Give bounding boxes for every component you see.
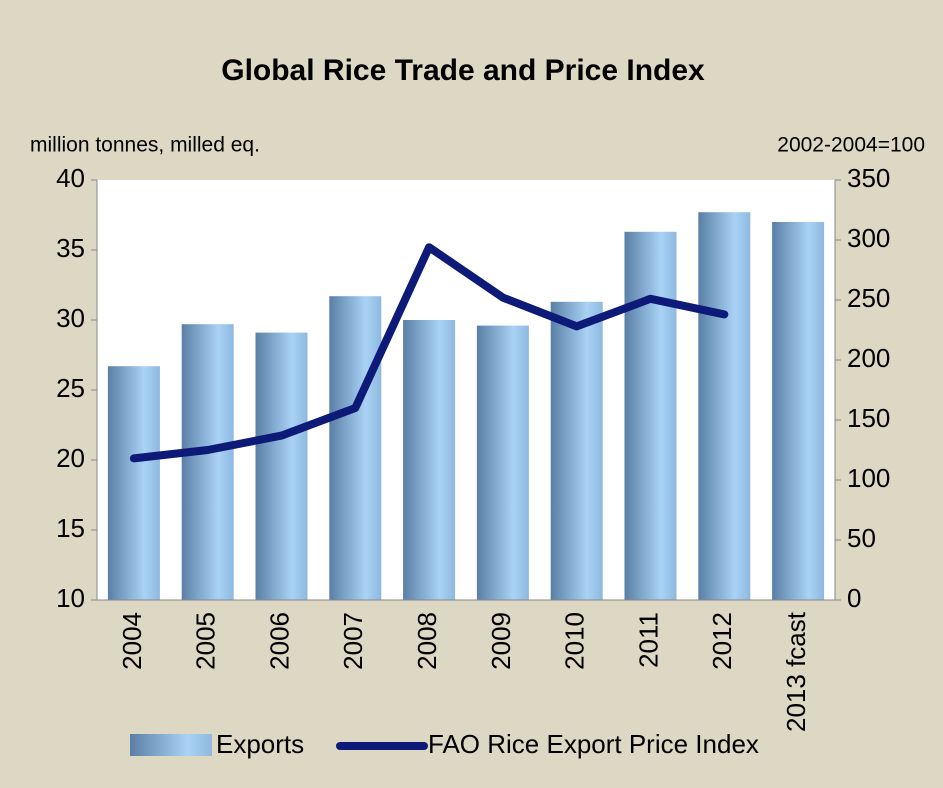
bar	[255, 332, 308, 600]
x-tick-label: 2013 fcast	[781, 611, 811, 732]
x-tick-label: 2004	[117, 612, 147, 670]
y-tick-label: 20	[56, 443, 85, 473]
y2-tick-label: 300	[847, 223, 890, 253]
y2-tick-label: 0	[847, 583, 861, 613]
x-tick-label: 2006	[264, 612, 294, 670]
y2-tick-label: 150	[847, 403, 890, 433]
bar	[107, 366, 160, 600]
line	[129, 243, 729, 463]
bar	[329, 296, 382, 600]
bar	[181, 324, 234, 600]
chart-title: Global Rice Trade and Price Index	[221, 54, 705, 87]
x-tick-label: 2012	[707, 612, 737, 670]
y-tick-label: 40	[56, 163, 85, 193]
y-tick-label: 25	[56, 373, 85, 403]
y-tick-label: 35	[56, 233, 85, 263]
y-axis-label: million tonnes, milled eq.	[30, 134, 260, 157]
y2-axis-label: 2002-2004=100	[777, 134, 925, 157]
x-tick-label: 2010	[560, 612, 590, 670]
bar	[403, 320, 456, 600]
bar	[698, 212, 751, 600]
x-tick-label: 2005	[191, 612, 221, 670]
x-tick-label: 2009	[486, 612, 516, 670]
x-tick-label: 2007	[338, 612, 368, 670]
y-tick-label: 15	[56, 513, 85, 543]
bar	[476, 325, 529, 600]
y-tick-label: 30	[56, 303, 85, 333]
x-tick-label: 2008	[412, 612, 442, 670]
legend-label: Exports	[216, 729, 304, 759]
y2-tick-label: 250	[847, 283, 890, 313]
y2-tick-label: 200	[847, 343, 890, 373]
y2-tick-label: 50	[847, 523, 876, 553]
bar	[624, 231, 677, 601]
legend-swatch	[130, 734, 212, 756]
y2-tick-label: 100	[847, 463, 890, 493]
x-tick-label: 2011	[633, 612, 663, 668]
y2-tick-label: 350	[847, 163, 890, 193]
bar	[772, 222, 825, 600]
bar	[550, 301, 603, 600]
y-tick-label: 10	[56, 583, 85, 613]
legend-label: FAO Rice Export Price Index	[428, 729, 759, 759]
